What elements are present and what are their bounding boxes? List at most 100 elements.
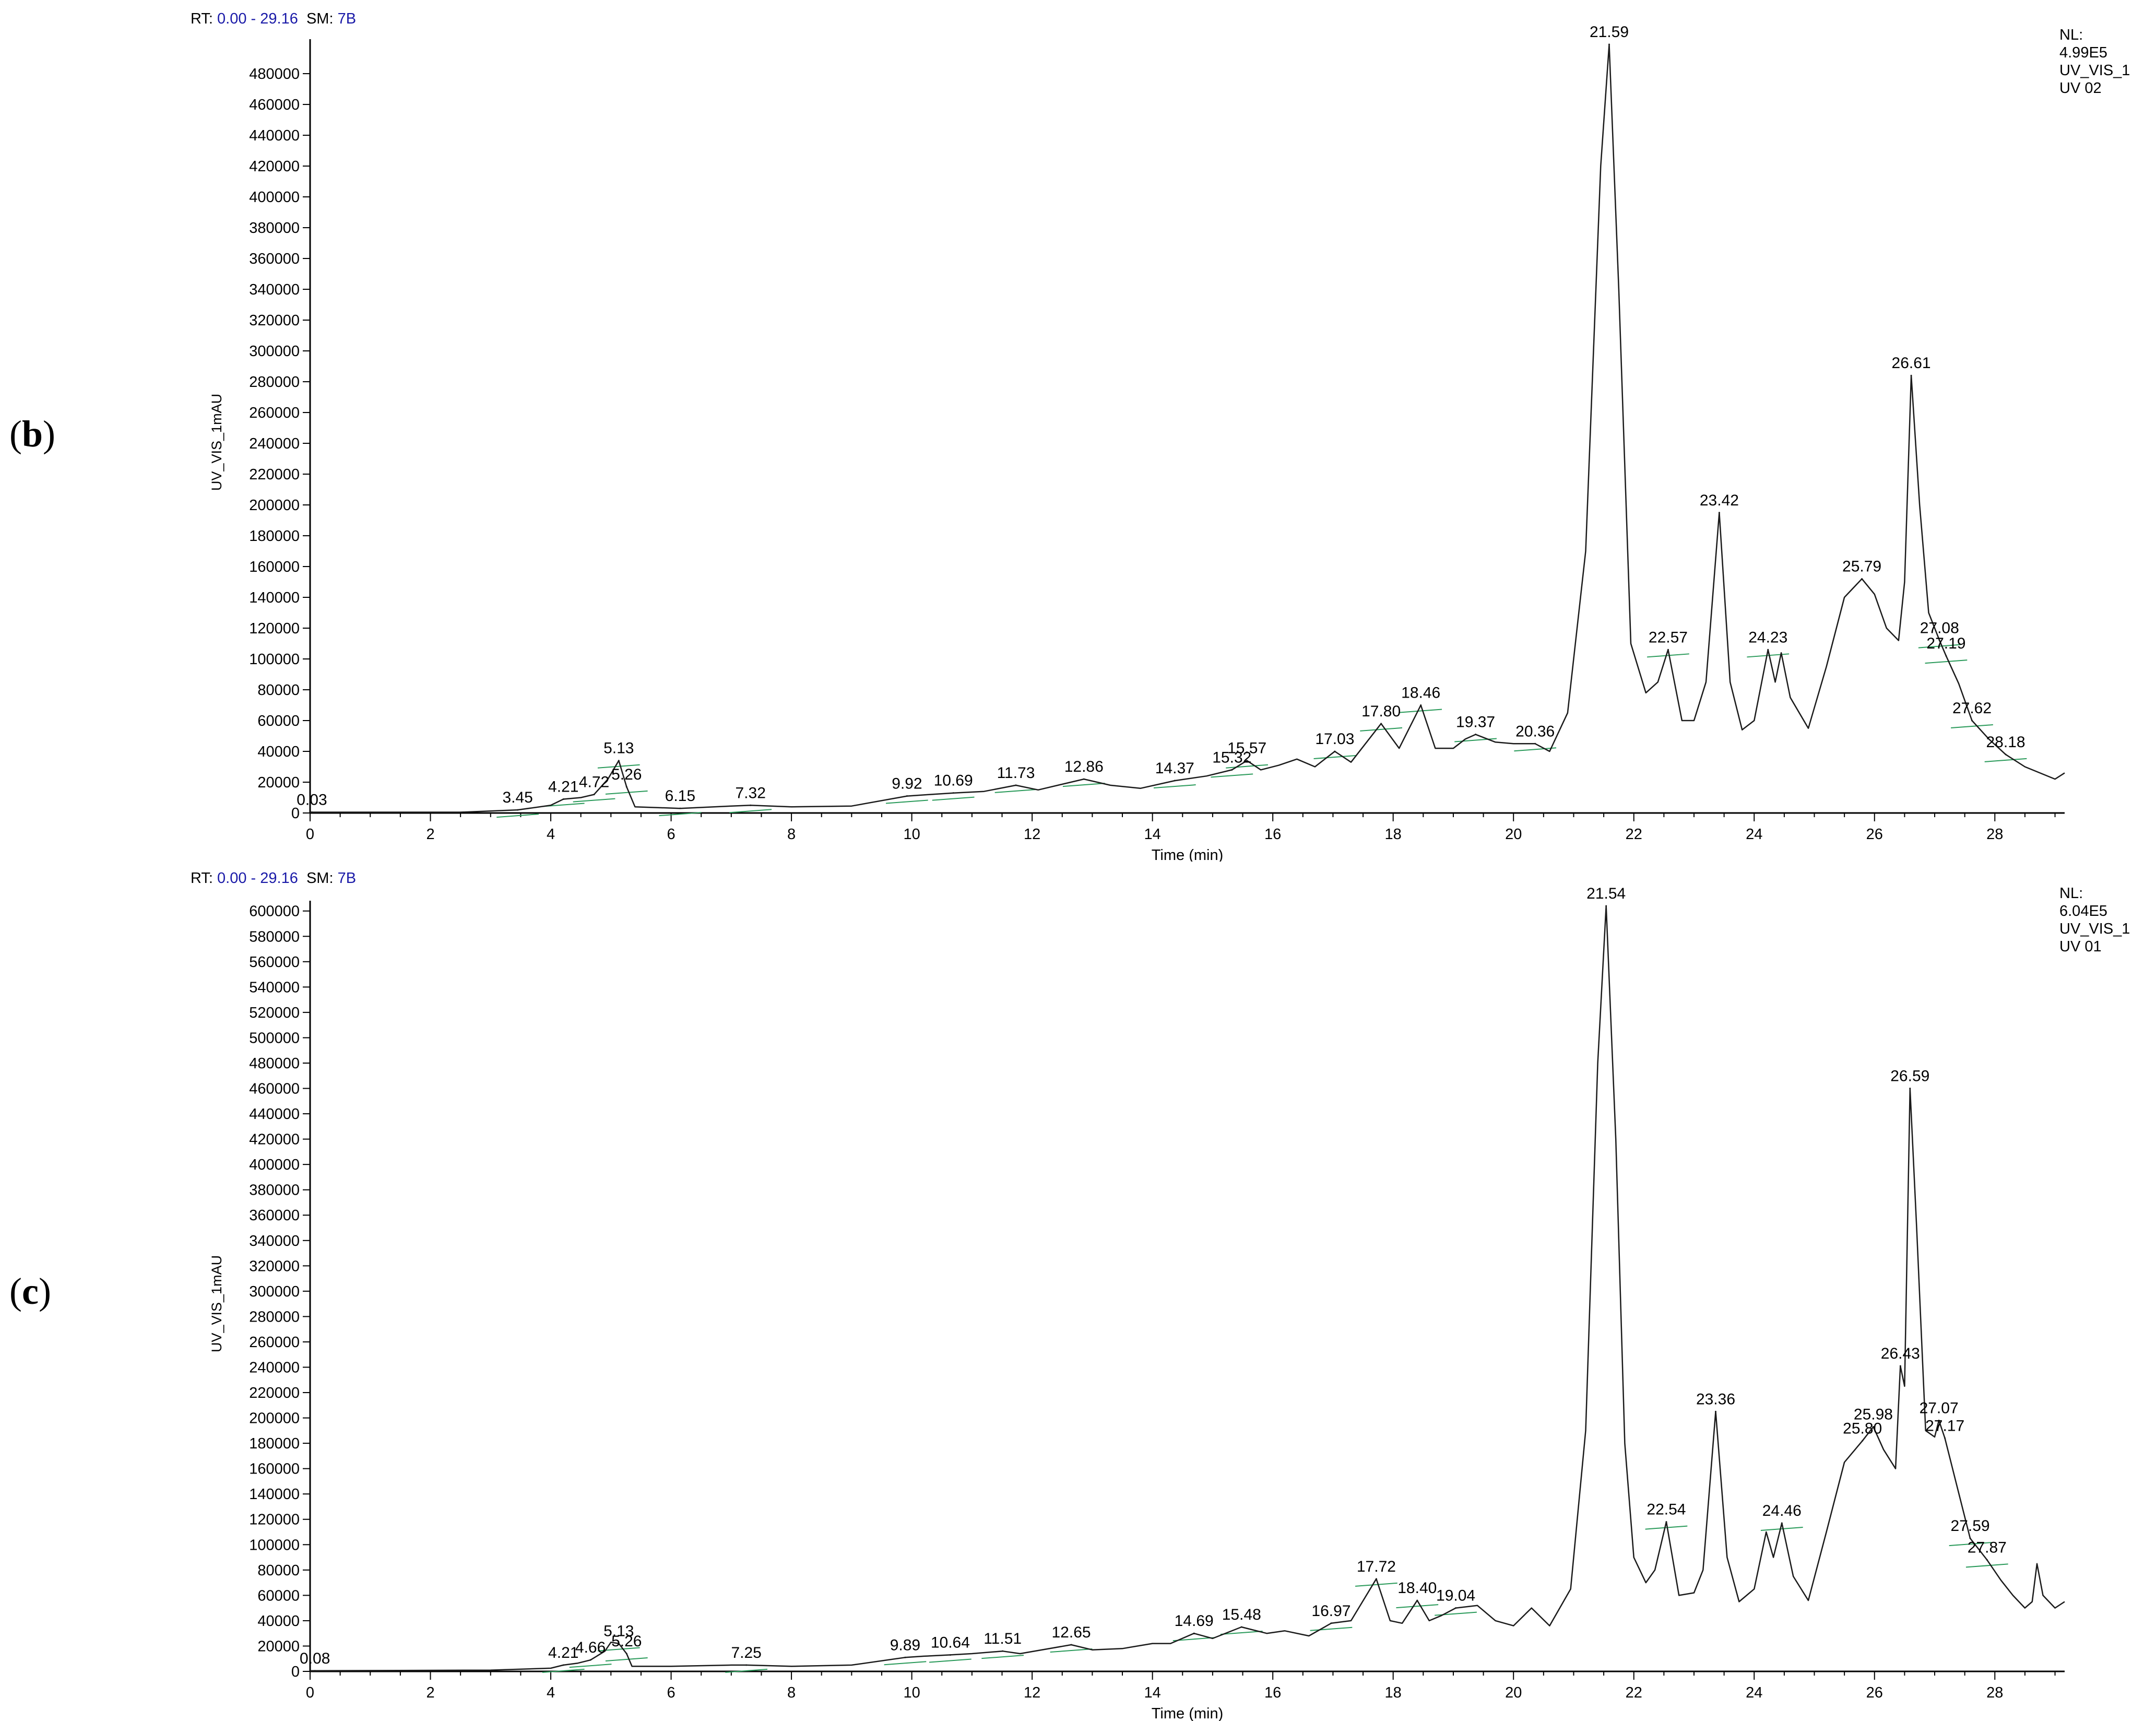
peak-label: 27.62 (1952, 700, 1992, 717)
chromatogram-trace (310, 905, 2065, 1672)
x-tick-label: 16 (1264, 1684, 1281, 1701)
y-tick-label: 200000 (249, 497, 300, 514)
peak-label: 10.69 (934, 772, 973, 789)
peak-label: 18.40 (1397, 1579, 1437, 1597)
x-tick-label: 2 (426, 1684, 434, 1701)
peak-label: 23.36 (1696, 1390, 1735, 1408)
y-tick-label: 300000 (249, 343, 300, 360)
y-tick-label: 80000 (257, 1562, 300, 1579)
chromatogram-trace (310, 43, 2065, 813)
peak-point (2005, 753, 2007, 756)
y-tick-label: 40000 (257, 744, 300, 760)
peak-label: 27.08 (1920, 620, 1959, 637)
peak-point (1334, 750, 1336, 752)
peak-label: 15.48 (1222, 1606, 1261, 1623)
peak-point (1910, 374, 1912, 376)
panel-letter-b: (b) (9, 413, 56, 455)
integration-baseline (932, 796, 975, 801)
integration-baseline (605, 790, 648, 795)
peak-point (618, 760, 620, 762)
peak-point (618, 1643, 620, 1645)
peak-point (906, 795, 908, 797)
peak-label: 24.23 (1748, 629, 1787, 646)
peak-point (593, 794, 595, 796)
peak-label: 11.73 (997, 764, 1035, 782)
y-tick-label: 240000 (249, 1359, 300, 1376)
peak-label: 28.18 (1986, 734, 2025, 751)
integration-baseline (659, 812, 702, 817)
y-tick-label: 280000 (249, 1309, 300, 1325)
y-tick-label: 40000 (257, 1613, 300, 1630)
peak-label: 16.97 (1311, 1602, 1351, 1620)
integration-baseline (1211, 773, 1253, 778)
peak-label: 4.21 (548, 778, 578, 795)
x-tick-label: 2 (426, 826, 434, 843)
peak-point (1899, 1365, 1901, 1367)
integration-baseline (1226, 764, 1269, 769)
integration-baseline (1360, 727, 1403, 732)
integration-baseline (605, 1657, 648, 1662)
peak-label: 25.80 (1843, 1420, 1882, 1437)
x-tick-label: 4 (547, 1684, 555, 1701)
y-tick-label: 560000 (249, 954, 300, 971)
y-tick-label: 260000 (249, 405, 300, 421)
x-tick-label: 24 (1746, 826, 1762, 843)
peak-point (562, 798, 564, 800)
peak-label: 15.32 (1212, 749, 1251, 766)
integration-baseline (1355, 1582, 1397, 1587)
peak-label: 17.80 (1361, 703, 1401, 720)
peak-point (1380, 723, 1382, 725)
peak-point (1475, 734, 1477, 736)
peak-label: 3.45 (502, 789, 532, 806)
peak-point (1971, 720, 1973, 722)
y-tick-label: 200000 (249, 1410, 300, 1427)
peak-point (904, 1656, 906, 1658)
y-tick-label: 280000 (249, 374, 300, 391)
y-tick-label: 600000 (249, 903, 300, 920)
x-tick-label: 18 (1385, 826, 1402, 843)
peak-label: 25.98 (1854, 1406, 1893, 1423)
y-tick-label: 260000 (249, 1334, 300, 1351)
peak-point (1945, 655, 1947, 657)
peak-label: 23.42 (1700, 492, 1739, 509)
peak-label: 15.57 (1227, 740, 1266, 757)
peak-label: 0.03 (297, 792, 327, 809)
x-tick-label: 10 (903, 826, 920, 843)
x-axis-label: Time (min) (1152, 1705, 1223, 1721)
integration-baseline (1747, 653, 1790, 658)
peak-point (1455, 1607, 1457, 1609)
peak-point (1608, 43, 1610, 45)
integration-baseline (573, 798, 615, 803)
chromatogram-panel-c: (c) RT: 0.00 - 29.16 SM: 7B NL: 6.04E5 UV_… (0, 862, 2156, 1721)
y-tick-label: 580000 (249, 928, 300, 945)
peak-label: 18.46 (1401, 685, 1440, 702)
peak-point (589, 1659, 591, 1661)
integration-baseline (1050, 1648, 1093, 1653)
integration-baseline (725, 1668, 768, 1673)
y-tick-label: 320000 (249, 1258, 300, 1275)
peak-point (1246, 760, 1248, 762)
peak-point (1240, 1626, 1242, 1628)
integration-baseline (1153, 784, 1196, 789)
peak-point (1002, 1650, 1004, 1652)
y-tick-label: 160000 (249, 1461, 300, 1478)
peak-label: 4.72 (579, 774, 609, 791)
peak-label: 7.25 (731, 1644, 761, 1661)
peak-label: 5.26 (611, 766, 642, 783)
normalization-level-block: NL: 6.04E5 UV_VIS_1 UV 01 (2059, 885, 2130, 956)
y-tick-label: 360000 (249, 1207, 300, 1224)
y-tick-label: 240000 (249, 435, 300, 452)
peak-point (311, 811, 313, 814)
integration-baseline (1435, 1611, 1477, 1616)
peak-label: 12.65 (1052, 1624, 1091, 1641)
peak-point (949, 1654, 951, 1656)
peak-label: 4.66 (575, 1639, 606, 1656)
x-tick-label: 20 (1505, 826, 1522, 843)
peak-label: 17.03 (1315, 730, 1354, 748)
peak-label: 5.13 (603, 1623, 634, 1640)
y-tick-label: 480000 (249, 1055, 300, 1072)
y-tick-label: 160000 (249, 559, 300, 575)
chart-svg-c: 0 20000 40000 60000 80000 100000 120000 140000 1… (249, 885, 2065, 1721)
y-tick-label: 360000 (249, 251, 300, 267)
x-tick-label: 26 (1866, 1684, 1883, 1701)
